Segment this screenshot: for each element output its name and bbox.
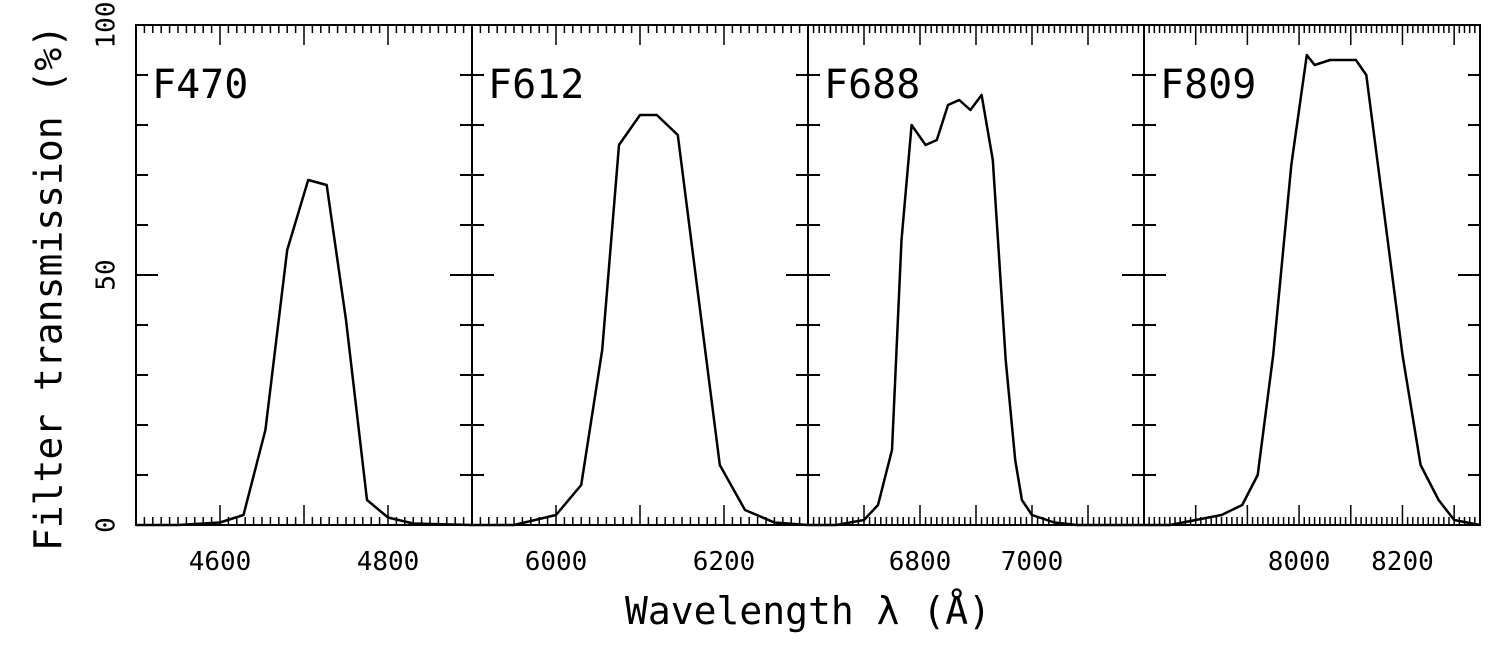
- panel-title: F688: [824, 62, 920, 108]
- panel-title: F470: [152, 62, 248, 108]
- y-tick-label: 50: [92, 259, 122, 290]
- panel-f470: 4600 4800 F470: [135, 24, 473, 577]
- y-axis-tick-labels: 0 50 100: [92, 2, 122, 533]
- transmission-curve: [1144, 53, 1481, 527]
- x-tick-label: 4600: [189, 547, 252, 577]
- transmission-curve: [472, 113, 809, 527]
- y-tick-label: 100: [92, 2, 122, 49]
- x-axis-title: Wavelength λ (Å): [625, 589, 991, 633]
- panel-f612: 6000 6200 F612: [471, 24, 809, 577]
- x-tick-label: 8200: [1371, 547, 1434, 577]
- y-tick-label: 0: [92, 517, 122, 533]
- panel-f809: 8000 8200 F809: [1143, 24, 1481, 577]
- x-tick-label: 6200: [693, 547, 756, 577]
- x-tick-label: 6000: [525, 547, 588, 577]
- panel-title: F809: [1160, 62, 1256, 108]
- panel-title: F612: [488, 62, 584, 108]
- x-tick-label: 4800: [357, 547, 420, 577]
- x-tick-label: 7000: [1001, 547, 1064, 577]
- panel-f688: 6800 7000 F688: [807, 24, 1145, 577]
- x-tick-label: 8000: [1268, 547, 1331, 577]
- y-axis-title: Filter transmission (%): [27, 25, 71, 551]
- x-tick-label: 6800: [889, 547, 952, 577]
- transmission-curve: [808, 93, 1144, 527]
- transmission-curve: [136, 178, 473, 527]
- chart-panels: 4600 4800 F470 6000 6200 F612 6800 7000 F688 8000…: [135, 24, 1481, 577]
